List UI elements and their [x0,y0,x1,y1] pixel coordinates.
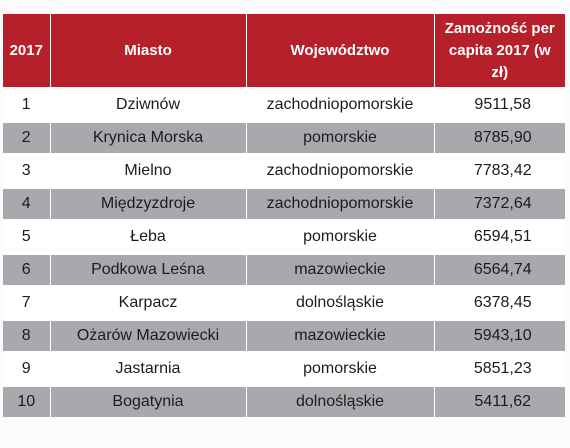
table-body: 1 Dziwnów zachodniopomorskie 9511,58 2 Krynic… [3,87,565,417]
header-voivodeship: Województwo [245,14,434,89]
wealth-cell: 6594,51 [433,219,565,254]
wealth-cell: 7783,42 [433,153,565,188]
table-row: 4 Międzyzdroje zachodniopomorskie 7372,64 [3,186,565,221]
rank-cell: 1 [3,87,50,122]
wealth-cell: 8785,90 [433,120,565,155]
header-wealth: Zamożność per capita 2017 (w zł) [433,14,565,89]
table-row: 3 Mielno zachodniopomorskie 7783,42 [3,153,565,188]
table-row: 10 Bogatynia dolnośląskie 5411,62 [3,384,565,417]
wealth-cell: 6378,45 [433,285,565,320]
city-cell: Łeba [49,219,246,254]
voivodeship-cell: mazowieckie [245,252,434,287]
voivodeship-cell: mazowieckie [245,318,434,353]
voivodeship-cell: zachodniopomorskie [245,87,434,122]
table-row: 9 Jastarnia pomorskie 5851,23 [3,351,565,386]
city-cell: Mielno [49,153,246,188]
city-cell: Międzyzdroje [49,186,246,221]
rank-cell: 6 [3,252,50,287]
wealth-cell: 5851,23 [433,351,565,386]
rank-cell: 8 [3,318,50,353]
wealth-cell: 7372,64 [433,186,565,221]
rank-cell: 5 [3,219,50,254]
city-cell: Karpacz [49,285,246,320]
table-header: 2017 Miasto Województwo Zamożność per ca… [3,14,565,89]
header-rank: 2017 [3,14,50,89]
wealth-cell: 9511,58 [433,87,565,122]
wealth-cell: 5943,10 [433,318,565,353]
rank-cell: 9 [3,351,50,386]
wealth-cell: 5411,62 [433,384,565,417]
city-cell: Krynica Morska [49,120,246,155]
city-cell: Bogatynia [49,384,246,417]
voivodeship-cell: zachodniopomorskie [245,153,434,188]
city-cell: Jastarnia [49,351,246,386]
city-cell: Dziwnów [49,87,246,122]
table-row: 1 Dziwnów zachodniopomorskie 9511,58 [3,87,565,122]
voivodeship-cell: dolnośląskie [245,384,434,417]
voivodeship-cell: pomorskie [245,219,434,254]
rank-cell: 7 [3,285,50,320]
rank-cell: 10 [3,384,50,417]
header-city: Miasto [49,14,246,89]
voivodeship-cell: pomorskie [245,120,434,155]
table-row: 6 Podkowa Leśna mazowieckie 6564,74 [3,252,565,287]
voivodeship-cell: pomorskie [245,351,434,386]
table-row: 7 Karpacz dolnośląskie 6378,45 [3,285,565,320]
header-wealth-line1: Zamożność per [444,19,555,37]
header-wealth-line2: capita 2017 (w zł) [448,41,551,81]
wealth-cell: 6564,74 [433,252,565,287]
wealth-ranking-table: 2017 Miasto Województwo Zamożność per ca… [3,14,565,417]
voivodeship-cell: dolnośląskie [245,285,434,320]
city-cell: Podkowa Leśna [49,252,246,287]
rank-cell: 3 [3,153,50,188]
voivodeship-cell: zachodniopomorskie [245,186,434,221]
header-row: 2017 Miasto Województwo Zamożność per ca… [3,14,565,89]
table-row: 5 Łeba pomorskie 6594,51 [3,219,565,254]
table-row: 8 Ożarów Mazowiecki mazowieckie 5943,10 [3,318,565,353]
city-cell: Ożarów Mazowiecki [49,318,246,353]
rank-cell: 4 [3,186,50,221]
rank-cell: 2 [3,120,50,155]
table-row: 2 Krynica Morska pomorskie 8785,90 [3,120,565,155]
